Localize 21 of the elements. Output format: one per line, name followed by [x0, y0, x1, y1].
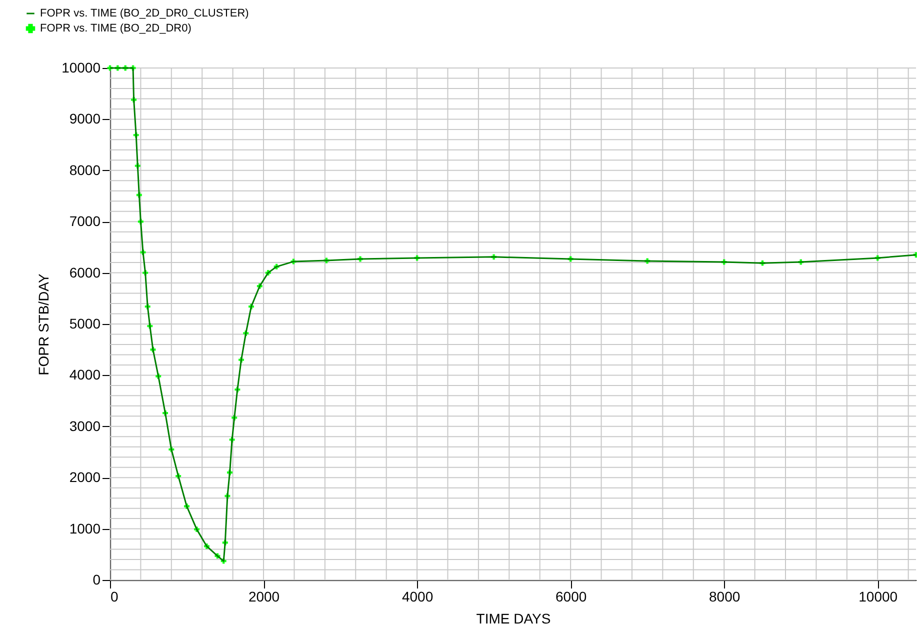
x-axis-title: TIME DAYS [476, 610, 551, 626]
x-tick-label: 8000 [709, 588, 740, 604]
x-tick-label: 0 [110, 588, 118, 604]
legend-label: FOPR vs. TIME (BO_2D_DR0_CLUSTER) [40, 8, 249, 20]
legend-label: FOPR vs. TIME (BO_2D_DR0) [40, 22, 192, 34]
y-tick-label: 2000 [69, 469, 101, 486]
x-tick-label: 10000 [858, 588, 898, 604]
y-tick-label: 0 [92, 572, 101, 588]
x-tick-label: 6000 [555, 588, 587, 604]
y-tick-label: 9000 [69, 110, 101, 127]
x-tick-label: 4000 [402, 588, 434, 604]
y-tick-label: 5000 [69, 316, 101, 332]
y-tick-label: 1000 [69, 520, 101, 536]
y-axis-title: FOPR STB/DAY [36, 273, 52, 376]
y-tick-label: 7000 [69, 213, 101, 230]
y-tick-label: 6000 [69, 264, 101, 280]
y-tick-label: 3000 [69, 418, 101, 434]
y-tick-label: 10000 [62, 60, 101, 76]
y-tick-label: 8000 [69, 162, 101, 178]
x-tick-label: 2000 [248, 588, 280, 604]
y-tick-label: 4000 [69, 366, 101, 383]
